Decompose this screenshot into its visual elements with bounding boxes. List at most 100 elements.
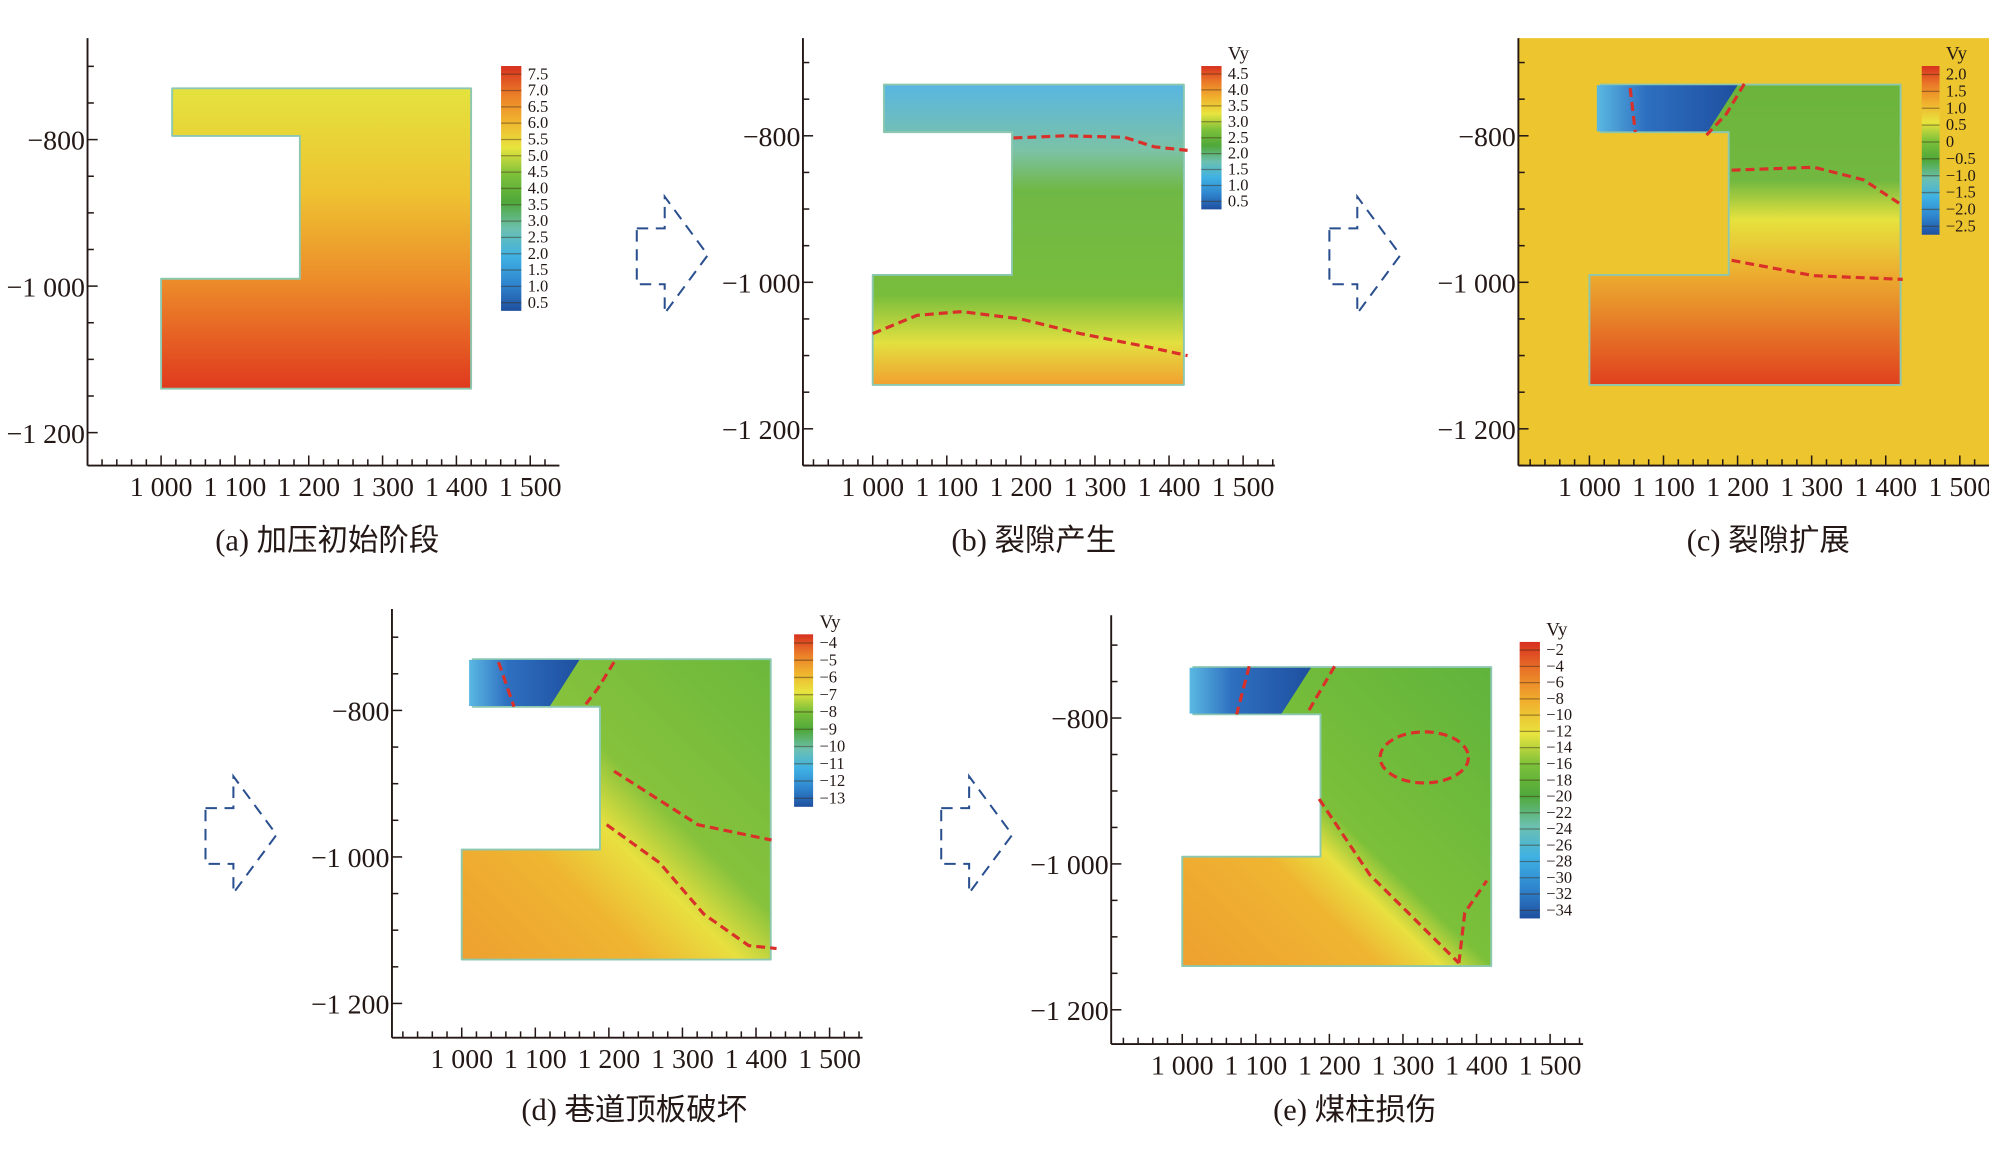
crack-line bbox=[1317, 798, 1461, 965]
colorbar-label: 0.5 bbox=[1228, 191, 1249, 210]
colorbar-label: −9 bbox=[819, 719, 837, 738]
x-tick-label: 1 200 bbox=[1706, 472, 1769, 503]
x-tick-label: 1 300 bbox=[1780, 472, 1843, 503]
y-tick-label: −800 bbox=[332, 697, 390, 728]
crack-line bbox=[1013, 134, 1188, 152]
colorbar-label: −6 bbox=[819, 668, 837, 687]
y-tick-label: −1 000 bbox=[722, 268, 800, 299]
x-tick-label: 1 100 bbox=[1224, 1050, 1287, 1081]
x-tick-label: 1 000 bbox=[130, 472, 193, 503]
x-tick-label: 1 000 bbox=[1558, 472, 1621, 503]
x-tick-label: 1 200 bbox=[990, 472, 1053, 503]
crack-line bbox=[1305, 665, 1336, 716]
crack-line bbox=[1457, 879, 1489, 964]
panel-b: 1 000 1 100 1 200 1 300 1 400 1 500 −800 −1 000… bbox=[722, 38, 1275, 558]
x-tick-label: 1 400 bbox=[1445, 1050, 1508, 1081]
crack-line bbox=[872, 310, 1188, 358]
colorbar-label: 4.5 bbox=[528, 162, 549, 181]
colorbar-label: −12 bbox=[819, 771, 845, 790]
panel-caption: (b) 裂隙产生 bbox=[951, 524, 1116, 558]
crack-line bbox=[1235, 665, 1251, 715]
crack-line bbox=[497, 661, 516, 708]
colorbar-label: 3.5 bbox=[528, 195, 549, 214]
y-tick-label: −800 bbox=[743, 122, 801, 153]
x-tick-label: 1 300 bbox=[1064, 472, 1127, 503]
colorbar-label: 1.5 bbox=[1228, 160, 1249, 179]
colorbar-label: −6 bbox=[1546, 673, 1564, 692]
x-tick-label: 1 200 bbox=[277, 472, 340, 503]
crack-line bbox=[613, 769, 772, 842]
colorbar bbox=[1921, 66, 1940, 235]
contour-field bbox=[160, 87, 473, 390]
crack-line bbox=[1731, 165, 1900, 205]
colorbar-label: −22 bbox=[1546, 803, 1572, 822]
panel-a: 1 000 1 100 1 200 1 300 1 400 1 500 −800 −1 000… bbox=[7, 38, 562, 558]
colorbar-label: −28 bbox=[1546, 852, 1572, 871]
y-tick-label: −1 200 bbox=[7, 419, 85, 450]
y-tick-label: −1 200 bbox=[1030, 996, 1108, 1027]
colorbar-label: 2.0 bbox=[528, 244, 549, 263]
dashed-right-arrow-icon bbox=[940, 773, 1014, 897]
colorbar bbox=[1201, 66, 1222, 210]
colorbar-title: Vy bbox=[1946, 44, 1968, 65]
colorbar-label: 3.5 bbox=[1228, 96, 1249, 115]
x-tick-label: 1 400 bbox=[725, 1044, 788, 1075]
x-tick-label: 1 300 bbox=[351, 472, 414, 503]
x-tick-label: 1 500 bbox=[1928, 472, 1989, 503]
dashed-right-arrow-icon bbox=[1328, 193, 1402, 317]
colorbar-label: 7.5 bbox=[528, 64, 549, 83]
colorbar-label: 0.5 bbox=[1946, 115, 1967, 134]
panel-caption: (c) 裂隙扩展 bbox=[1687, 524, 1850, 558]
colorbar bbox=[794, 634, 814, 807]
colorbar-label: −30 bbox=[1546, 868, 1572, 887]
y-tick-label: −1 200 bbox=[722, 415, 800, 446]
crack-line bbox=[582, 661, 616, 708]
x-tick-label: 1 500 bbox=[1212, 472, 1275, 503]
x-tick-label: 1 500 bbox=[798, 1044, 861, 1075]
colorbar-label: −32 bbox=[1546, 884, 1572, 903]
colorbar-label: −20 bbox=[1546, 787, 1572, 806]
colorbar-title: Vy bbox=[1228, 44, 1250, 65]
panel-caption: (e) 煤柱损伤 bbox=[1273, 1093, 1436, 1127]
low-value-zone bbox=[1189, 667, 1311, 714]
colorbar-label: 6.0 bbox=[528, 113, 549, 132]
colorbar-label: −34 bbox=[1546, 900, 1572, 919]
dashed-right-arrow-icon bbox=[635, 193, 710, 317]
x-tick-label: 1 300 bbox=[651, 1044, 714, 1075]
x-tick-label: 1 200 bbox=[1298, 1050, 1361, 1081]
colorbar bbox=[501, 66, 522, 311]
colorbar-label: −10 bbox=[819, 737, 845, 756]
colorbar-label: −4 bbox=[819, 633, 837, 652]
y-tick-label: −1 000 bbox=[1030, 850, 1108, 881]
colorbar-label: 3.0 bbox=[528, 211, 549, 230]
y-tick-label: −1 200 bbox=[311, 990, 389, 1021]
y-tick-label: −1 000 bbox=[7, 272, 85, 303]
colorbar-title: Vy bbox=[1546, 620, 1568, 641]
colorbar-label: 3.0 bbox=[1228, 112, 1249, 131]
x-tick-label: 1 000 bbox=[1151, 1050, 1214, 1081]
colorbar-label: −14 bbox=[1546, 738, 1572, 757]
colorbar-label: 1.5 bbox=[528, 260, 549, 279]
x-tick-label: 1 100 bbox=[915, 472, 978, 503]
colorbar-label: 1.5 bbox=[1946, 81, 1967, 100]
x-tick-label: 1 000 bbox=[430, 1044, 493, 1075]
x-tick-label: 1 400 bbox=[1854, 472, 1917, 503]
colorbar-label: 2.0 bbox=[1946, 65, 1967, 84]
colorbar-label: −10 bbox=[1546, 705, 1572, 724]
contour-field bbox=[871, 83, 1185, 386]
x-tick-label: 1 100 bbox=[504, 1044, 567, 1075]
panel-caption: (d) 巷道顶板破坏 bbox=[521, 1093, 747, 1127]
colorbar-label: 2.0 bbox=[1228, 144, 1249, 163]
x-tick-label: 1 100 bbox=[204, 472, 267, 503]
colorbar-label: 5.0 bbox=[528, 146, 549, 165]
y-tick-label: −1 000 bbox=[311, 843, 389, 874]
panel-e: 1 000 1 100 1 200 1 300 1 400 1 500 −800 −1 000… bbox=[1030, 615, 1584, 1127]
crack-line bbox=[1628, 88, 1637, 133]
x-tick-label: 1 400 bbox=[425, 472, 488, 503]
panel-d: 1 000 1 100 1 200 1 300 1 400 1 500 −800 −1 000… bbox=[311, 608, 863, 1127]
colorbar-label: −2.0 bbox=[1946, 200, 1976, 219]
colorbar-label: 1.0 bbox=[1228, 176, 1249, 195]
x-tick-label: 1 200 bbox=[577, 1044, 640, 1075]
colorbar-title: Vy bbox=[819, 612, 841, 633]
